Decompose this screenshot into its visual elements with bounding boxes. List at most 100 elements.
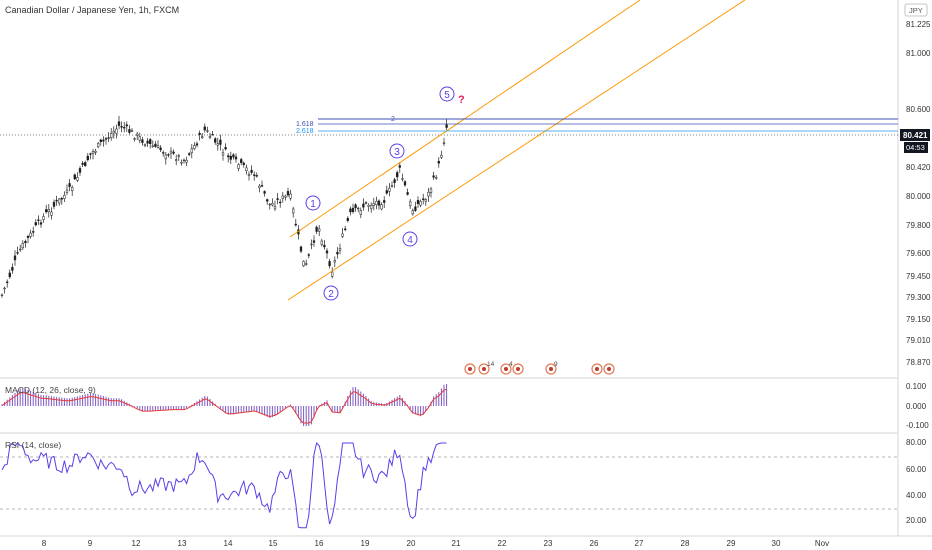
- candle-body: [81, 162, 84, 165]
- time-tick: 8: [42, 539, 47, 548]
- candle-body: [416, 200, 420, 204]
- candle-body: [260, 185, 264, 187]
- candle-body: [362, 203, 365, 208]
- event-badge[interactable]: [603, 363, 615, 375]
- candle-body: [385, 190, 388, 194]
- time-tick: Nov: [815, 539, 829, 548]
- channel-lower-line[interactable]: [287, 0, 746, 301]
- candle-body: [185, 159, 188, 163]
- macd-indicator-label[interactable]: MACD (12, 26, close, 9): [5, 385, 96, 395]
- candle-body: [401, 178, 404, 180]
- price-tick: 79.010: [906, 336, 931, 345]
- candle-body: [268, 203, 271, 206]
- candle-body: [104, 138, 108, 140]
- candle-body: [312, 240, 316, 243]
- candle-body: [130, 130, 134, 132]
- candle-body: [411, 210, 414, 215]
- candle-body: [370, 204, 373, 209]
- candle-body: [164, 154, 167, 160]
- candle-body: [50, 211, 53, 216]
- candle-body: [375, 201, 378, 205]
- candle-body: [94, 150, 97, 153]
- event-badge-dot: [595, 367, 599, 371]
- rsi-line: [1, 441, 447, 529]
- candle-body: [227, 155, 230, 158]
- candle-body: [393, 179, 396, 183]
- candle-body: [279, 201, 282, 204]
- event-badge-dot: [516, 367, 520, 371]
- candle-body: [442, 142, 446, 144]
- fib-level-2618-label: 2.618: [296, 128, 314, 135]
- rsi-indicator-label[interactable]: RSI (14, close): [5, 440, 62, 450]
- candle-body: [349, 208, 352, 213]
- wave-2-marker[interactable]: [323, 285, 339, 301]
- candle-body: [154, 143, 157, 147]
- candle-body: [234, 156, 238, 160]
- event-badge[interactable]: [478, 363, 490, 375]
- candle-body: [115, 128, 118, 134]
- candle-body: [21, 243, 24, 249]
- time-tick: 30: [772, 539, 781, 548]
- currency-tag[interactable]: [904, 3, 928, 17]
- currency-tag-label: JPY: [909, 6, 923, 15]
- candle-body: [156, 145, 160, 148]
- chart-title[interactable]: Canadian Dollar / Japanese Yen, 1h, FXCM: [5, 5, 180, 15]
- time-tick: 20: [407, 539, 416, 548]
- candle-body: [73, 174, 76, 180]
- wave-5-marker[interactable]: [439, 86, 455, 102]
- event-badge[interactable]: [545, 363, 557, 375]
- candle-body: [276, 198, 279, 200]
- wave-1-marker[interactable]: [305, 195, 321, 211]
- time-tick: 22: [498, 539, 507, 548]
- candle-body: [294, 223, 297, 226]
- candle-body: [71, 187, 74, 192]
- candle-body: [84, 162, 87, 166]
- candle-body: [409, 201, 412, 207]
- time-tick: 29: [727, 539, 736, 548]
- candle-body: [68, 183, 71, 187]
- candle-body: [219, 139, 222, 145]
- event-badges[interactable]: 14 4 9: [464, 361, 615, 375]
- countdown-tag: [904, 142, 928, 153]
- event-badge-dot: [607, 367, 611, 371]
- wave-3-marker[interactable]: [389, 143, 405, 159]
- candle-body: [422, 198, 425, 200]
- candle-body: [65, 189, 69, 193]
- candle-body: [263, 191, 266, 194]
- time-tick: 14: [224, 539, 233, 548]
- price-tick: 79.150: [906, 315, 931, 324]
- candle-body: [284, 195, 287, 198]
- candle-body: [354, 204, 357, 209]
- event-badge[interactable]: [464, 363, 476, 375]
- event-count: 14: [487, 361, 495, 368]
- price-tick: 80.420: [906, 163, 931, 172]
- time-tick: 9: [88, 539, 93, 548]
- event-badge[interactable]: [500, 363, 512, 375]
- candle-body: [169, 150, 173, 154]
- event-count: 9: [554, 361, 558, 368]
- candle-body: [52, 201, 56, 207]
- candle-body: [58, 198, 61, 204]
- event-badge[interactable]: [512, 363, 524, 375]
- candle-body: [55, 199, 58, 202]
- candle-body: [63, 195, 66, 199]
- candle-body: [331, 271, 334, 277]
- candle-body: [86, 155, 89, 161]
- countdown-value: 04:53: [906, 143, 925, 152]
- rsi-tick: 20.00: [906, 516, 927, 525]
- event-badge[interactable]: [591, 363, 603, 375]
- candle-body: [245, 167, 248, 171]
- wave-4-marker[interactable]: [402, 231, 418, 247]
- candle-body: [32, 231, 35, 233]
- candle-body: [318, 228, 321, 232]
- wave-1-label: 1: [310, 199, 316, 210]
- rsi-tick: 80.00: [906, 438, 927, 447]
- candle-body: [315, 226, 318, 232]
- time-tick: 23: [544, 539, 553, 548]
- time-tick: 21: [452, 539, 461, 548]
- wave-4-label: 4: [407, 235, 413, 246]
- candle-body: [146, 140, 149, 144]
- rsi-tick: 60.00: [906, 465, 927, 474]
- wave-2-label: 2: [328, 289, 334, 300]
